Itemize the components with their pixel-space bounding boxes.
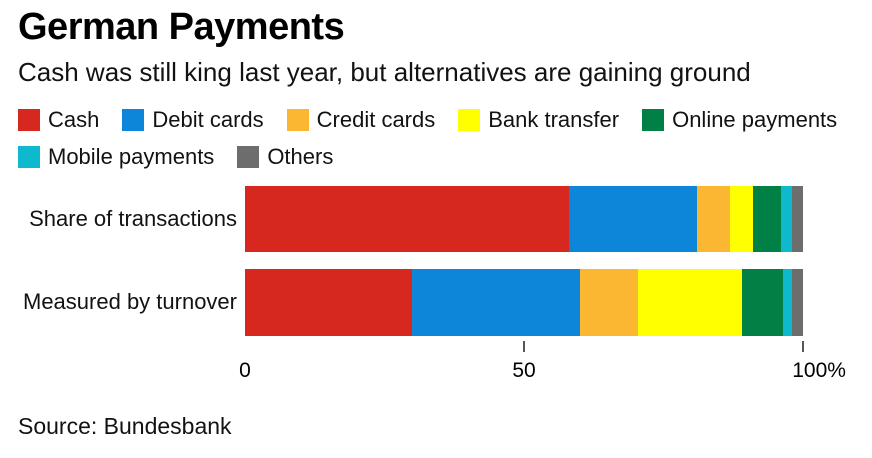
legend-label-cash: Cash bbox=[48, 107, 100, 132]
others-swatch-icon bbox=[237, 146, 260, 168]
legend-item-online-payments: Online payments bbox=[642, 107, 837, 133]
bar-segment-debit-cards-row2 bbox=[412, 269, 580, 336]
source-note: Source: Bundesbank bbox=[18, 413, 232, 439]
legend-item-others: Others bbox=[237, 144, 333, 170]
legend-item-bank-transfer: Bank transfer bbox=[458, 107, 619, 133]
bar-segment-others-row1 bbox=[791, 186, 803, 252]
cash-swatch-icon bbox=[18, 109, 40, 131]
debit-cards-swatch-icon bbox=[122, 109, 145, 131]
row-label-measured-by-turnover: Measured by turnover bbox=[23, 289, 237, 314]
row-label-share-of-transactions: Share of transactions bbox=[29, 206, 237, 231]
bar-segment-credit-cards-row2 bbox=[579, 269, 639, 336]
legend-label-debit-cards: Debit cards bbox=[152, 107, 264, 132]
axis-tick-50 bbox=[523, 341, 525, 352]
legend-item-mobile-payments: Mobile payments bbox=[18, 144, 214, 170]
axis-label-100: 100% bbox=[792, 359, 846, 382]
online-payments-swatch-icon bbox=[642, 109, 665, 131]
bar-segment-mobile-payments-row2 bbox=[783, 269, 792, 336]
bar-segment-credit-cards-row1 bbox=[696, 186, 731, 252]
bank-transfer-swatch-icon bbox=[458, 109, 481, 131]
legend-item-credit-cards: Credit cards bbox=[286, 107, 436, 133]
bar-segment-bank-transfer-row2 bbox=[638, 269, 742, 336]
legend-item-debit-cards: Debit cards bbox=[122, 107, 264, 133]
legend: Cash Debit cards Credit cards Bank transfer… bbox=[18, 107, 856, 170]
chart-subtitle: Cash was still king last year, but alter… bbox=[18, 57, 751, 87]
bar-share-of-transactions bbox=[245, 186, 803, 252]
bar-segment-others-row2 bbox=[791, 269, 803, 336]
legend-item-cash: Cash bbox=[18, 107, 99, 133]
axis-tick-100 bbox=[802, 341, 804, 352]
mobile-payments-swatch-icon bbox=[18, 146, 40, 168]
bar-segment-bank-transfer-row1 bbox=[730, 186, 753, 252]
legend-label-others: Others bbox=[267, 144, 334, 169]
legend-label-credit-cards: Credit cards bbox=[316, 107, 436, 132]
legend-label-online-payments: Online payments bbox=[672, 107, 838, 132]
legend-label-mobile-payments: Mobile payments bbox=[48, 144, 215, 169]
bar-segment-cash-row2 bbox=[245, 269, 413, 336]
page-title: German Payments bbox=[18, 6, 345, 48]
bar-measured-by-turnover bbox=[245, 269, 803, 336]
legend-label-bank-transfer: Bank transfer bbox=[488, 107, 620, 132]
axis-label-0: 0 bbox=[239, 359, 251, 382]
axis-label-50: 50 bbox=[512, 359, 536, 382]
bar-segment-online-payments-row2 bbox=[741, 269, 784, 336]
bar-segment-online-payments-row1 bbox=[752, 186, 781, 252]
bar-segment-mobile-payments-row1 bbox=[780, 186, 792, 252]
credit-cards-swatch-icon bbox=[286, 109, 309, 131]
bar-segment-debit-cards-row1 bbox=[568, 186, 697, 252]
bar-segment-cash-row1 bbox=[245, 186, 569, 252]
